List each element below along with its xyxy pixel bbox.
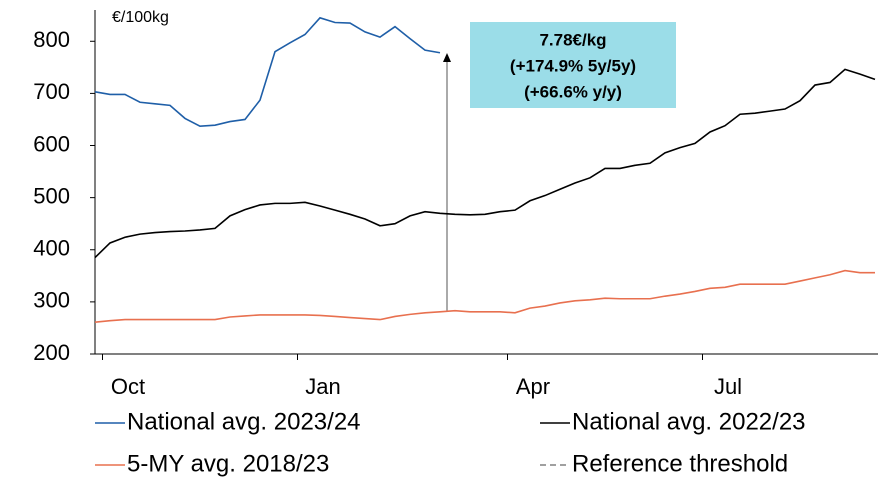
y-tick-label: 800 (33, 27, 70, 52)
x-tick-label: Jan (305, 374, 340, 399)
annotation-text: 7.78€/kg (539, 30, 606, 49)
annotation-text: (+66.6% y/y) (524, 82, 622, 101)
x-tick-label: Oct (111, 374, 145, 399)
y-axis-unit: €/100kg (112, 9, 169, 26)
annotation-text: (+174.9% 5y/5y) (510, 56, 636, 75)
x-tick-label: Jul (714, 374, 742, 399)
series-line (94, 16, 441, 128)
y-tick-label: 700 (33, 79, 70, 104)
legend-label: National avg. 2023/24 (127, 408, 361, 435)
arrow-head (443, 53, 451, 62)
annotation-box (470, 22, 676, 108)
y-tick-label: 400 (33, 236, 70, 261)
legend-label: 5-MY avg. 2018/23 (127, 450, 329, 477)
legend-label: Reference threshold (572, 450, 788, 477)
y-tick-label: 500 (33, 183, 70, 208)
y-tick-label: 200 (33, 340, 70, 365)
y-tick-label: 300 (33, 288, 70, 313)
series-line (94, 269, 875, 324)
series-line (94, 68, 876, 259)
x-tick-label: Apr (516, 374, 550, 399)
y-tick-label: 600 (33, 131, 70, 156)
legend-label: National avg. 2022/23 (572, 408, 806, 435)
